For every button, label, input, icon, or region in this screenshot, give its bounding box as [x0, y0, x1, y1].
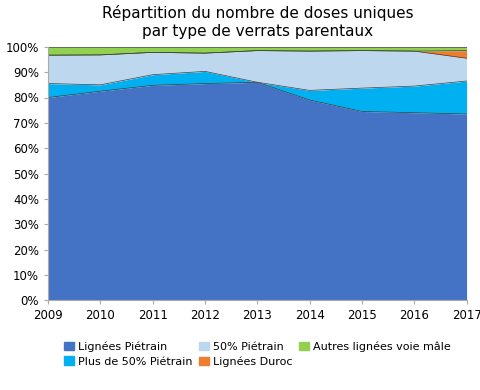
Legend: Lignées Piétrain, Plus de 50% Piétrain, 50% Piétrain, Lignées Duroc, Autres lign: Lignées Piétrain, Plus de 50% Piétrain, … [64, 341, 450, 367]
Title: Répartition du nombre de doses uniques
par type de verrats parentaux: Répartition du nombre de doses uniques p… [101, 5, 412, 39]
